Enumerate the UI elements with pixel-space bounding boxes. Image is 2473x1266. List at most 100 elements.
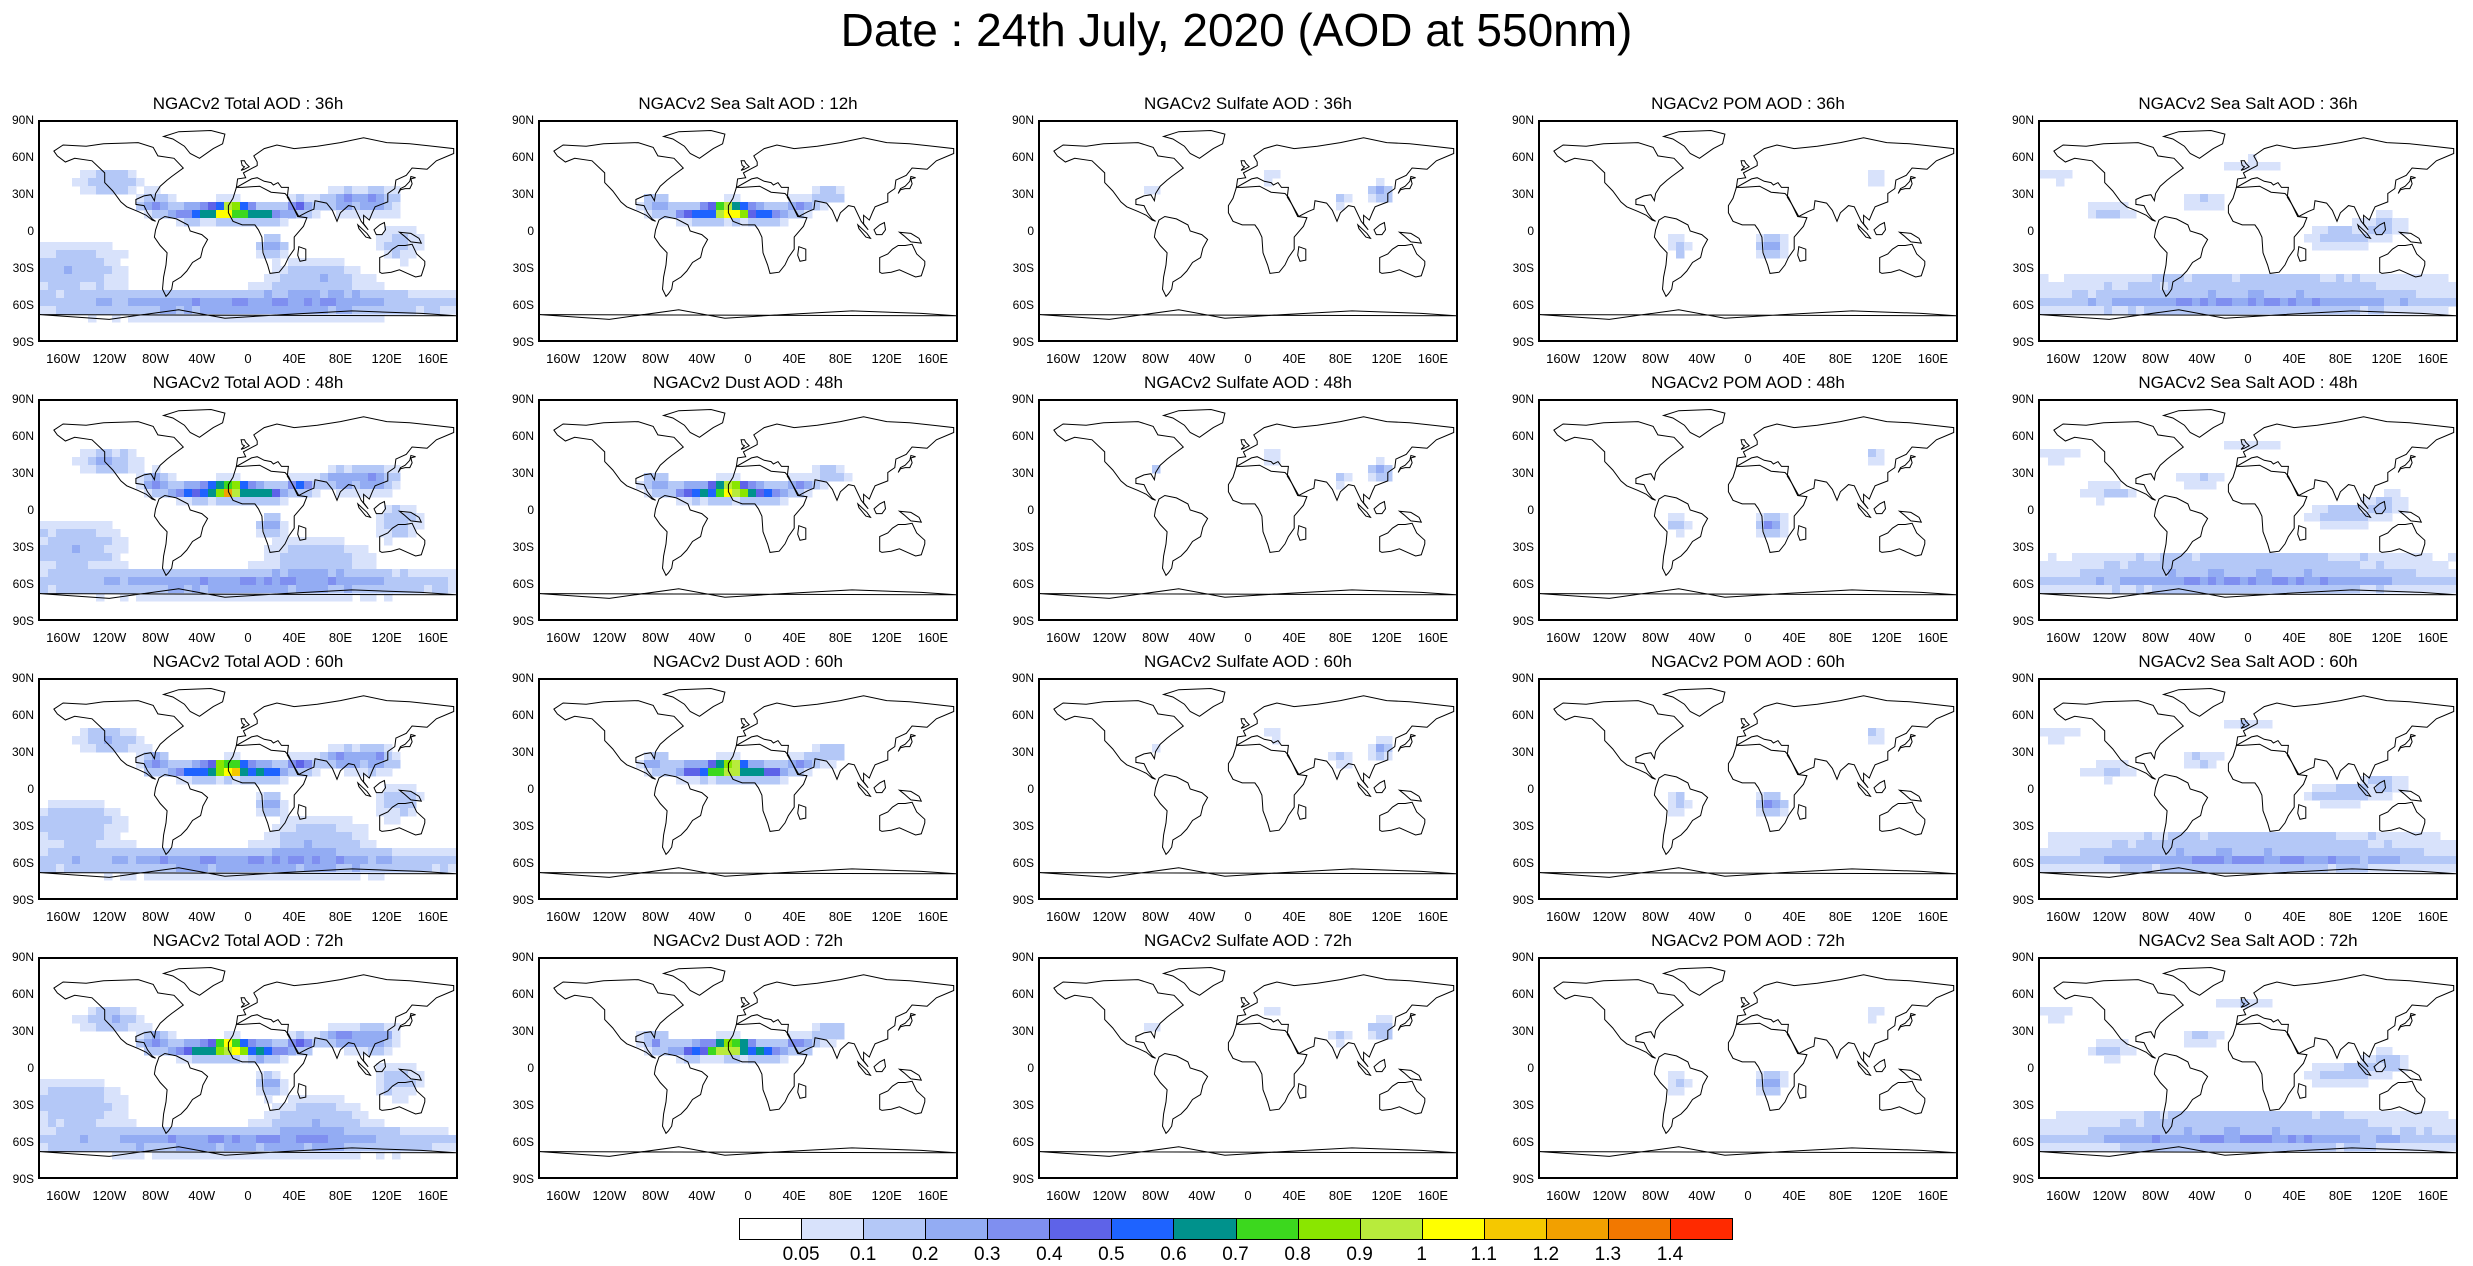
aod-cell [264, 1071, 273, 1080]
lat-tick-label: 30S [1512, 540, 1534, 554]
aod-cell [2448, 298, 2456, 307]
aod-cell [1676, 1087, 1685, 1096]
aod-cell [280, 1087, 289, 1096]
aod-cell [216, 194, 225, 203]
aod-cell [160, 314, 169, 323]
aod-cell [2184, 832, 2193, 841]
coastline [1727, 1022, 1808, 1111]
aod-cell [2312, 290, 2321, 299]
aod-cell [2040, 274, 2049, 283]
aod-cell [304, 306, 313, 315]
world-map [540, 408, 956, 599]
lat-tick-label: 0 [27, 224, 34, 238]
coastline [373, 779, 387, 794]
aod-cell [2144, 585, 2153, 594]
aod-cell [352, 553, 361, 562]
aod-cell [296, 1095, 305, 1104]
aod-cell [772, 218, 781, 227]
world-map [540, 966, 956, 1157]
aod-cell [2216, 848, 2225, 857]
aod-cell [232, 202, 241, 211]
aod-cell [216, 290, 225, 299]
aod-cell [72, 1079, 81, 1088]
aod-cell [376, 529, 385, 538]
colorbar-label: 1 [1416, 1244, 1427, 1265]
aod-cell [200, 760, 209, 769]
aod-cell [376, 792, 385, 801]
aod-cell [2160, 1127, 2169, 1136]
aod-cell [400, 1079, 409, 1088]
aod-cell [2112, 274, 2121, 283]
aod-cell [392, 234, 401, 243]
coastline [879, 522, 926, 557]
aod-cell [264, 1047, 273, 1056]
aod-cell [2088, 282, 2097, 291]
aod-cell [176, 1055, 185, 1064]
aod-cell [440, 577, 449, 586]
aod-cell [272, 290, 281, 299]
aod-cell [2216, 1119, 2225, 1128]
aod-cell [2264, 720, 2273, 729]
aod-cell [176, 1151, 185, 1160]
colorbar-swatch [1359, 1218, 1423, 1240]
aod-cell [216, 1047, 225, 1056]
colorbar-label: 0.3 [974, 1244, 1001, 1265]
aod-cell [2336, 290, 2345, 299]
aod-cell [2336, 1063, 2345, 1072]
aod-cell [96, 545, 105, 554]
aod-cell [56, 1103, 65, 1112]
aod-cell [328, 553, 337, 562]
aod-cell [376, 872, 385, 881]
aod-cell [424, 1143, 433, 1152]
aod-cell [184, 1055, 193, 1064]
aod-cell [2296, 577, 2305, 586]
aod-cell [2344, 1119, 2353, 1128]
lon-tick-label: 80W [642, 351, 669, 366]
aod-cell [232, 864, 241, 873]
aod-cell [344, 314, 353, 323]
aod-cell [232, 848, 241, 857]
aod-cell [120, 744, 129, 753]
aod-cell [288, 752, 297, 761]
coastline [1856, 502, 1872, 519]
aod-cell [2040, 577, 2049, 586]
aod-cell [160, 760, 169, 769]
lon-tick-label: 40W [188, 909, 216, 924]
aod-cell [2064, 585, 2073, 594]
aod-cell [2288, 298, 2297, 307]
aod-cell [2184, 298, 2193, 307]
coastline [2297, 525, 2307, 541]
aod-cell [2112, 577, 2121, 586]
aod-cell [804, 202, 813, 211]
aod-cell [288, 1095, 297, 1104]
aod-cell [288, 298, 297, 307]
aod-cell [2432, 856, 2441, 865]
coastline [1373, 1058, 1387, 1073]
aod-cell [408, 529, 417, 538]
aod-cell [360, 1111, 369, 1120]
aod-cell [112, 529, 121, 538]
aod-cell [2224, 282, 2233, 291]
lat-tick-label: 60N [11, 150, 34, 164]
aod-cell [1668, 800, 1677, 809]
aod-cell [88, 465, 97, 474]
aod-cell [828, 194, 837, 203]
aod-cell [2080, 561, 2089, 570]
aod-cell [80, 1119, 89, 1128]
aod-cell [288, 545, 297, 554]
aod-cell [2176, 561, 2185, 570]
aod-cell [2080, 489, 2089, 498]
aod-cell [232, 569, 241, 578]
aod-cell [80, 465, 89, 474]
aod-cell [304, 1031, 313, 1040]
aod-cell [2336, 1079, 2345, 1088]
aod-cell [2120, 290, 2129, 299]
aod-cell [400, 1143, 409, 1152]
aod-cell [296, 577, 305, 586]
aod-cell [232, 1135, 241, 1144]
aod-cell [2328, 856, 2337, 865]
aod-cell [296, 489, 305, 498]
aod-cell [344, 1151, 353, 1160]
lat-tick-label: 30N [511, 187, 534, 201]
aod-cell [1772, 800, 1781, 809]
